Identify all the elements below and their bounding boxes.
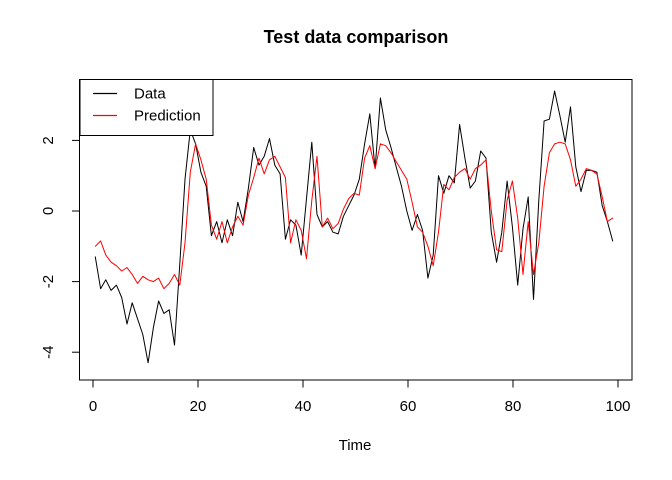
prediction-series-line bbox=[94, 141, 614, 290]
x-tick-label: 100 bbox=[605, 398, 630, 415]
x-tick-label: 20 bbox=[190, 398, 207, 415]
plot-box bbox=[79, 79, 633, 381]
legend: Data Prediction bbox=[79, 79, 214, 136]
x-axis-label: Time bbox=[339, 437, 372, 454]
x-tick-label: 0 bbox=[89, 398, 97, 415]
data-series bbox=[94, 90, 614, 364]
x-tick-label: 40 bbox=[295, 398, 312, 415]
y-tick-label: 0 bbox=[40, 207, 57, 215]
y-tick-label: -2 bbox=[40, 275, 57, 288]
chart-title: Test data comparison bbox=[264, 27, 449, 47]
y-tick-label: 2 bbox=[40, 136, 57, 144]
y-axis-ticks: 2 0 -2 -4 bbox=[40, 136, 80, 359]
x-axis-ticks: 0 20 40 60 80 100 bbox=[89, 380, 631, 415]
legend-label-prediction: Prediction bbox=[134, 108, 201, 125]
y-tick-label: -4 bbox=[40, 346, 57, 359]
legend-label-data: Data bbox=[134, 86, 166, 103]
data-series-line bbox=[94, 90, 614, 364]
x-tick-label: 80 bbox=[505, 398, 522, 415]
legend-box bbox=[79, 79, 214, 136]
x-tick-label: 60 bbox=[400, 398, 417, 415]
